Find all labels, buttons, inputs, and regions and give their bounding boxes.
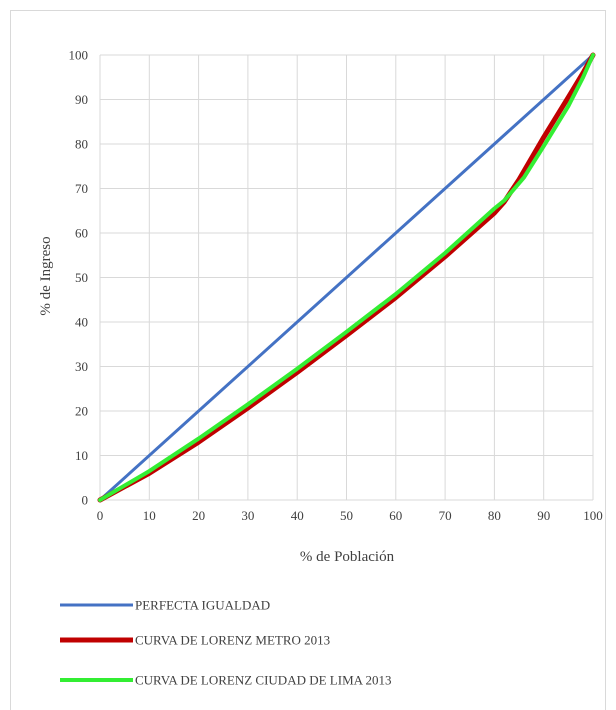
x-tick-label: 50 [340,508,353,523]
y-tick-label: 60 [75,226,88,241]
series-lines [97,52,596,503]
legend-item: PERFECTA IGUALDAD [60,598,270,613]
y-tick-label: 90 [75,92,88,107]
y-tick-label: 50 [75,270,88,285]
y-tick-label: 100 [69,48,89,63]
legend-label: PERFECTA IGUALDAD [135,598,270,613]
y-axis-label: % de Ingreso [38,236,54,315]
x-tick-label: 100 [583,508,603,523]
y-tick-labels: 0 10 20 30 40 50 60 70 80 90 100 [69,48,89,508]
y-tick-label: 40 [75,315,88,330]
x-tick-label: 10 [143,508,156,523]
x-tick-label: 90 [537,508,550,523]
y-tick-label: 80 [75,137,88,152]
y-tick-label: 20 [75,404,88,419]
legend-label: CURVA DE LORENZ CIUDAD DE LIMA 2013 [135,673,392,688]
legend-item: CURVA DE LORENZ METRO 2013 [60,633,330,648]
x-tick-label: 40 [291,508,304,523]
x-tick-label: 20 [192,508,205,523]
x-tick-label: 30 [241,508,254,523]
x-tick-label: 80 [488,508,501,523]
y-tick-label: 0 [82,493,89,508]
y-tick-label: 70 [75,181,88,196]
series-line-0 [98,53,595,502]
x-axis-label: % de Población [300,549,395,565]
x-tick-label: 0 [97,508,104,523]
y-tick-label: 30 [75,359,88,374]
x-tick-labels: 0 10 20 30 40 50 60 70 80 90 100 [97,508,603,523]
y-tick-label: 10 [75,448,88,463]
series-line-1 [97,52,596,503]
series-line-2 [98,53,595,502]
legend-label: CURVA DE LORENZ METRO 2013 [135,633,330,648]
x-tick-label: 60 [389,508,402,523]
x-tick-label: 70 [439,508,452,523]
legend-item: CURVA DE LORENZ CIUDAD DE LIMA 2013 [60,673,392,688]
chart-frame [10,10,606,710]
legend: PERFECTA IGUALDAD CURVA DE LORENZ METRO 2… [60,598,392,688]
